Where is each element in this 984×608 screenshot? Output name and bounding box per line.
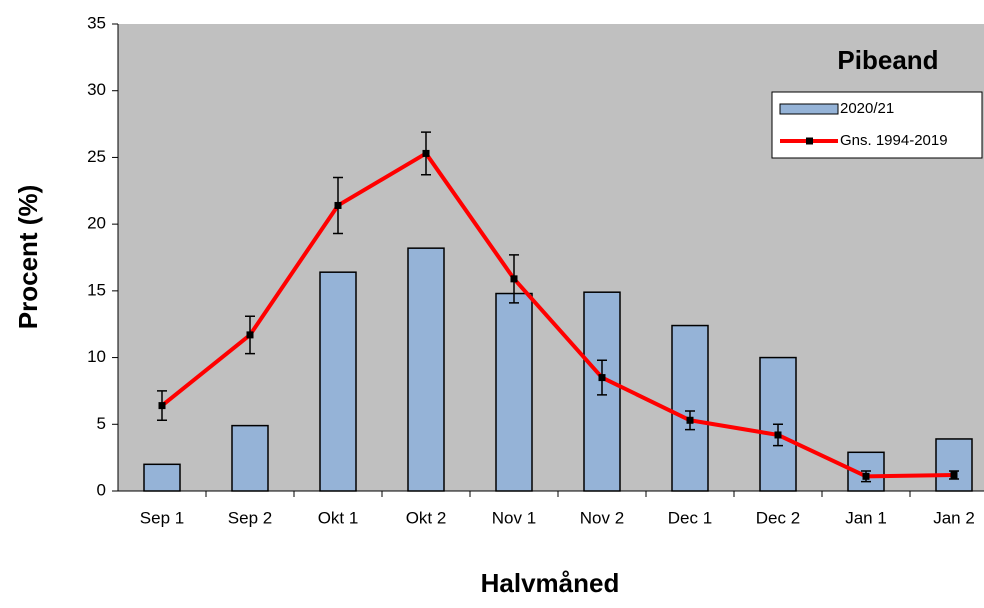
- x-tick-label: Sep 2: [228, 508, 272, 527]
- bar: [143, 463, 181, 492]
- y-axis-label: Procent (%): [13, 185, 43, 329]
- x-tick-label: Dec 2: [756, 508, 800, 527]
- x-tick-label: Nov 1: [492, 508, 536, 527]
- point: [950, 471, 958, 479]
- point: [774, 431, 782, 439]
- y-tick-label: 20: [87, 214, 106, 233]
- legend-label: Gns. 1994-2019: [840, 132, 948, 149]
- y-tick-label: 5: [97, 414, 106, 433]
- y-tick-label: 25: [87, 147, 106, 166]
- bar: [231, 424, 269, 492]
- x-tick-label: Jan 1: [845, 508, 887, 527]
- bar: [759, 356, 797, 492]
- point: [334, 201, 342, 209]
- point: [422, 149, 430, 157]
- x-tick-label: Okt 1: [318, 508, 359, 527]
- bar: [935, 438, 973, 492]
- x-tick-label: Nov 2: [580, 508, 624, 527]
- point: [686, 416, 694, 424]
- point: [158, 402, 166, 410]
- y-tick-label: 35: [87, 13, 106, 32]
- line: [160, 151, 955, 479]
- bar: [495, 292, 533, 492]
- x-tick-label: Jan 2: [933, 508, 975, 527]
- chart-title: Pibeand: [837, 45, 938, 75]
- x-axis-label: Halvmåned: [481, 568, 620, 598]
- point: [246, 331, 254, 339]
- bar: [319, 271, 357, 492]
- x-tick-label: Dec 1: [668, 508, 712, 527]
- legend-box: [771, 91, 983, 159]
- y-tick-label: 10: [87, 347, 106, 366]
- legend-label: 2020/21: [840, 100, 894, 117]
- point: [598, 374, 606, 382]
- point: [862, 472, 870, 480]
- y-tick-label: 15: [87, 280, 106, 299]
- y-tick-label: 30: [87, 80, 106, 99]
- bar: [671, 324, 709, 492]
- x-tick-label: Okt 2: [406, 508, 447, 527]
- x-tick-label: Sep 1: [140, 508, 184, 527]
- legend-point: [806, 137, 813, 145]
- bar: [407, 247, 445, 492]
- point: [510, 275, 518, 283]
- legend-swatch: [779, 103, 839, 115]
- y-tick-label: 0: [97, 480, 106, 499]
